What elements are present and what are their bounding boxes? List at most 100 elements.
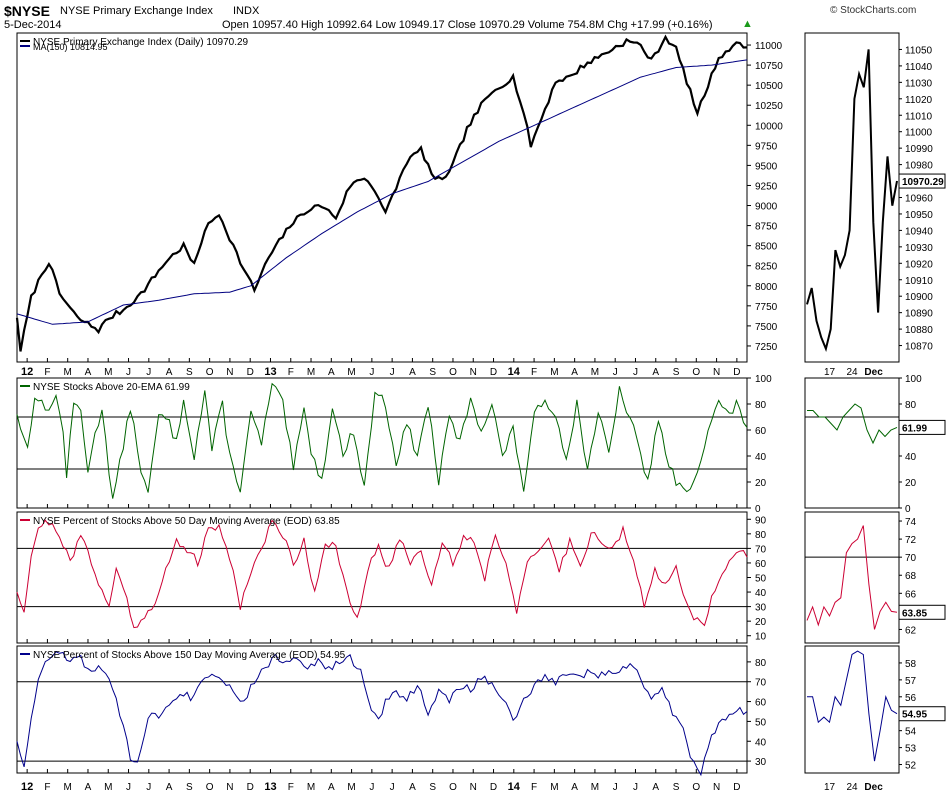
pct50-ytick-label: 70 — [755, 544, 767, 555]
pct150-zoom-panel-frame — [804, 645, 900, 774]
price-zoom-ytick-label: 10990 — [905, 144, 933, 155]
month-label-D: D — [490, 782, 497, 793]
month-label-S: S — [429, 367, 436, 378]
price-zoom-panel-frame — [804, 32, 900, 363]
price-ytick-label: 10500 — [755, 81, 783, 92]
price-series-line-0 — [15, 34, 748, 352]
month-label-14: 14 — [508, 781, 521, 793]
month-label-S: S — [186, 367, 193, 378]
ema20-ytick-label: 80 — [755, 400, 767, 411]
month-label-F: F — [531, 367, 537, 378]
month-label-N: N — [226, 782, 233, 793]
month-label-M: M — [307, 367, 315, 378]
price-zoom-ytick-label: 10950 — [905, 210, 933, 221]
month-label-F: F — [288, 367, 294, 378]
price-panel-frame — [16, 32, 748, 363]
chart-date: 5-Dec-2014 — [4, 19, 62, 31]
price-ytick-label: 10750 — [755, 61, 783, 72]
pct150-zoom-ytick-label: 58 — [905, 659, 917, 670]
month-label-A: A — [328, 782, 335, 793]
price-zoom-ytick-label: 11040 — [905, 62, 933, 73]
pct50-ytick-label: 10 — [755, 632, 767, 643]
zoom-date-label-24: 24 — [846, 782, 858, 793]
pct50-ytick-label: 40 — [755, 588, 767, 599]
month-label-O: O — [449, 782, 457, 793]
pct50-zoom-series-line — [806, 525, 898, 630]
pct150-zoom-ytick-label: 57 — [905, 676, 917, 687]
pct50-ytick-label: 20 — [755, 617, 767, 628]
month-label-J: J — [613, 367, 618, 378]
price-ytick-label: 7750 — [755, 302, 778, 313]
ema20-zoom-ytick-label: 80 — [905, 400, 917, 411]
ema20-zoom-series-line — [807, 403, 898, 445]
price-zoom-ytick-label: 10920 — [905, 259, 933, 270]
month-label-S: S — [429, 782, 436, 793]
pct50-zoom-ytick-label: 72 — [905, 535, 917, 546]
ema20-ytick-label: 0 — [755, 504, 761, 515]
price-zoom-ytick-label: 11000 — [905, 128, 933, 139]
month-label-J: J — [613, 782, 618, 793]
price-ytick-label: 9750 — [755, 141, 778, 152]
month-label-J: J — [633, 367, 638, 378]
ticker-symbol: $NYSE — [4, 3, 50, 19]
ema20-zoom-ytick-label: 40 — [905, 452, 917, 463]
ema20-series-line-0 — [16, 382, 748, 499]
brand-logo: © StockCharts.com — [830, 5, 917, 16]
month-label-J: J — [369, 782, 374, 793]
price-ytick-label: 9000 — [755, 202, 778, 213]
month-label-12: 12 — [21, 781, 33, 793]
zoom-date-label-24: 24 — [846, 367, 858, 378]
ema20-zoom-ytick-label: 0 — [905, 504, 911, 515]
month-label-M: M — [550, 367, 558, 378]
price-ytick-label: 8750 — [755, 222, 778, 233]
zoom-date-label-17: 17 — [824, 367, 836, 378]
month-label-A: A — [571, 782, 578, 793]
ema20-last-value-label: 61.99 — [902, 423, 927, 434]
price-zoom-series-line — [806, 49, 898, 353]
month-label-M: M — [550, 782, 558, 793]
pct150-ytick-label: 70 — [755, 678, 767, 689]
price-last-value-box — [898, 173, 946, 189]
month-label-J: J — [390, 782, 395, 793]
month-label-M: M — [591, 367, 599, 378]
exchange-label: INDX — [233, 5, 260, 17]
month-label-A: A — [166, 782, 173, 793]
month-label-D: D — [247, 782, 254, 793]
month-label-A: A — [571, 367, 578, 378]
pct50-ytick-label: 60 — [755, 559, 767, 570]
price-zoom-ytick-label: 10900 — [905, 292, 933, 303]
ema20-zoom-ytick-label: 100 — [905, 374, 922, 385]
month-label-M: M — [591, 782, 599, 793]
price-ytick-label: 8500 — [755, 242, 778, 253]
month-label-A: A — [85, 367, 92, 378]
pct50-panel-title: NYSE Percent of Stocks Above 50 Day Movi… — [33, 516, 340, 527]
price-zoom-ytick-label: 10880 — [905, 325, 933, 336]
price-zoom-ytick-label: 11030 — [905, 78, 933, 89]
ema20-zoom-ytick-label: 20 — [905, 478, 917, 489]
month-label-F: F — [44, 367, 50, 378]
price-ytick-label: 10000 — [755, 121, 783, 132]
ma-legend-label: MA(150) 10814.95 — [33, 42, 108, 52]
month-label-N: N — [713, 367, 720, 378]
pct150-zoom-ytick-label: 56 — [905, 693, 917, 704]
month-label-J: J — [390, 367, 395, 378]
price-ytick-label: 7250 — [755, 342, 778, 353]
month-label-O: O — [449, 367, 457, 378]
pct50-last-value-box — [898, 604, 946, 620]
pct150-ytick-label: 40 — [755, 737, 767, 748]
month-label-D: D — [490, 367, 497, 378]
price-ytick-label: 10250 — [755, 101, 783, 112]
month-label-A: A — [166, 367, 173, 378]
month-label-A: A — [409, 367, 416, 378]
pct50-ytick-label: 80 — [755, 530, 767, 541]
month-label-J: J — [126, 782, 131, 793]
price-panel-title: NYSE Primary Exchange Index (Daily) 1097… — [33, 37, 249, 48]
month-label-F: F — [288, 782, 294, 793]
month-label-J: J — [633, 782, 638, 793]
ema20-zoom-panel-frame — [804, 377, 900, 509]
index-name: NYSE Primary Exchange Index — [60, 5, 213, 17]
month-label-A: A — [409, 782, 416, 793]
month-label-D: D — [733, 367, 740, 378]
pct50-series-line-0 — [16, 519, 748, 629]
